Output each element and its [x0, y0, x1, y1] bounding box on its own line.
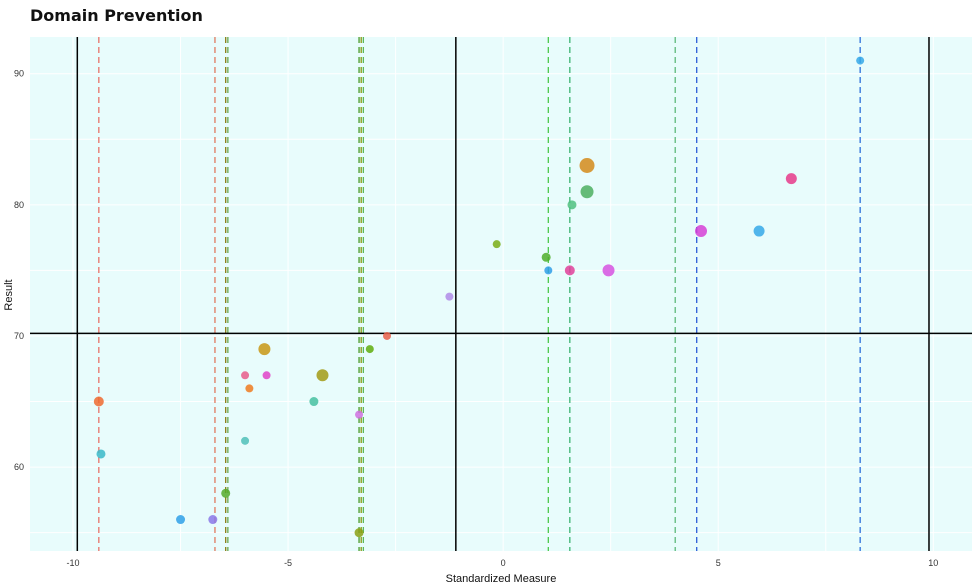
- data-point: [492, 240, 501, 249]
- x-tick-label: 5: [716, 558, 721, 568]
- y-tick-label: 80: [14, 200, 24, 210]
- data-point: [258, 343, 271, 356]
- data-point: [445, 292, 454, 301]
- data-point: [262, 371, 271, 380]
- data-point: [567, 200, 577, 210]
- data-point: [93, 396, 104, 407]
- data-point: [208, 515, 218, 525]
- x-axis-title: Standardized Measure: [446, 573, 557, 585]
- data-point: [544, 266, 553, 275]
- data-point: [354, 528, 364, 538]
- data-point: [785, 173, 797, 185]
- data-point: [96, 449, 106, 459]
- data-point: [355, 410, 364, 419]
- x-tick-label: -10: [67, 558, 80, 568]
- y-tick-label: 90: [14, 69, 24, 79]
- data-point: [383, 331, 392, 340]
- data-point: [856, 56, 865, 65]
- data-point: [541, 252, 551, 262]
- data-point: [241, 371, 250, 380]
- chart-title: Domain Prevention: [30, 6, 203, 25]
- data-point: [176, 515, 186, 525]
- x-tick-label: -5: [284, 558, 292, 568]
- data-point: [245, 384, 254, 393]
- y-axis-title: Result: [3, 279, 15, 310]
- y-tick-label: 70: [14, 331, 24, 341]
- y-tick-label: 60: [14, 462, 24, 472]
- data-point: [316, 369, 329, 382]
- data-point: [753, 225, 765, 237]
- data-point: [241, 436, 250, 445]
- data-point: [309, 397, 319, 407]
- data-point: [365, 345, 374, 354]
- data-point: [580, 185, 594, 199]
- data-point: [579, 158, 595, 173]
- data-point: [695, 225, 708, 238]
- x-tick-label: 0: [501, 558, 506, 568]
- data-point: [564, 265, 575, 276]
- data-point: [602, 264, 615, 277]
- data-point: [221, 488, 231, 498]
- plot-background: [30, 37, 972, 551]
- x-tick-label: 10: [928, 558, 938, 568]
